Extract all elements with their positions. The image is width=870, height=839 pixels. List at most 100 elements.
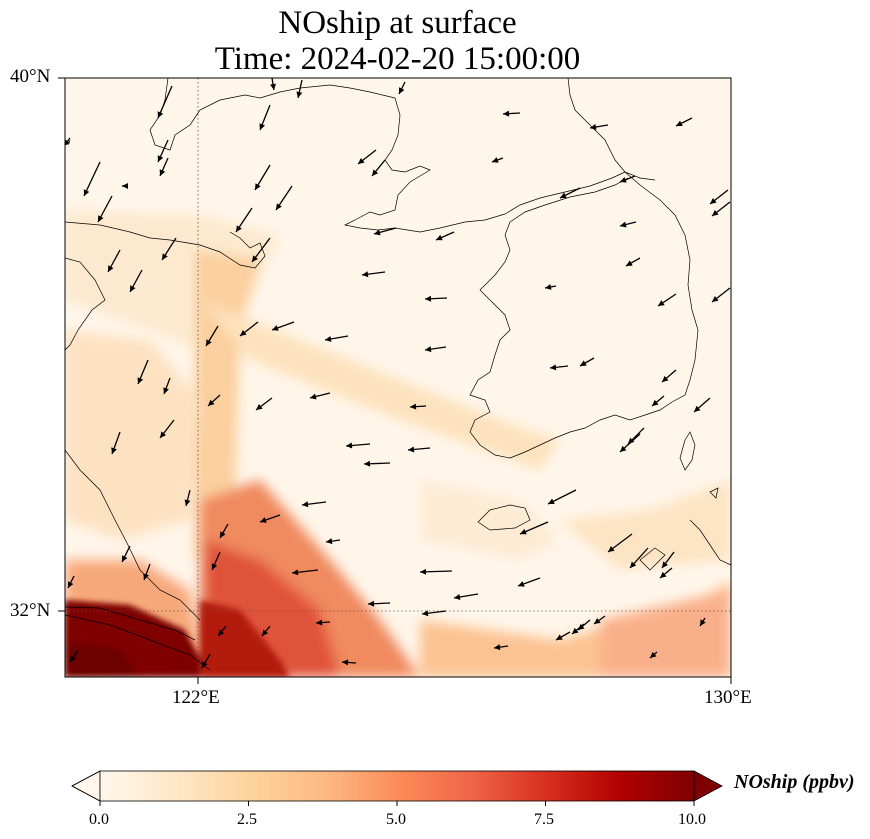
colorbar-tick-label: 7.5 <box>534 811 554 828</box>
wind-arrow-head <box>399 87 405 94</box>
wind-arrow-head <box>650 651 657 658</box>
wind-arrow-head <box>652 399 659 406</box>
wind-arrow-head <box>410 403 417 410</box>
wind-arrow-head <box>492 157 499 163</box>
wind-arrow-head <box>712 209 719 216</box>
wind-arrow-head <box>712 295 719 302</box>
wind-arrow-head <box>560 192 567 198</box>
wind-arrow-head <box>454 594 461 600</box>
wind-arrow-head <box>276 203 282 210</box>
wind-arrow-head <box>550 364 557 371</box>
concentration-field <box>65 78 731 677</box>
wind-arrow-head <box>236 225 242 232</box>
wind-arrow-head <box>620 221 627 228</box>
colorbar-tick-label: 10.0 <box>678 811 706 828</box>
wind-arrow-head <box>662 561 668 568</box>
axis-ticks <box>58 77 732 684</box>
wind-arrow-head <box>676 120 683 126</box>
wind-arrow-head <box>628 437 635 444</box>
wind-arrow-head <box>658 300 665 306</box>
wind-arrow-head <box>98 215 104 222</box>
wind-arrow-head <box>316 619 323 626</box>
wind-arrow-head <box>310 393 317 400</box>
wind-arrow-head <box>159 169 166 176</box>
wind-arrow-head <box>65 139 70 146</box>
coastlines <box>65 78 731 671</box>
wind-arrow-head <box>425 295 432 302</box>
wind-arrow-head <box>240 329 247 336</box>
wind-arrow-head <box>255 183 261 190</box>
wind-arrow-head <box>259 123 266 130</box>
wind-arrow-head <box>660 571 667 578</box>
wind-arrow-head <box>372 169 379 176</box>
wind-arrow-head <box>620 445 627 452</box>
wind-arrow-head <box>548 498 555 504</box>
wind-arrow-head <box>272 325 279 331</box>
wind-arrow-head <box>362 271 369 278</box>
wind-arrow-head <box>364 460 371 467</box>
wind-arrow-head <box>620 176 627 183</box>
wind-arrow-head <box>346 442 353 449</box>
wind-arrow-head <box>358 157 365 164</box>
wind-arrow-head <box>630 561 637 568</box>
wind-arrow-head <box>368 600 375 607</box>
colorbar <box>71 770 723 806</box>
wind-arrow-head <box>420 568 427 575</box>
wind-arrow-head <box>520 528 527 535</box>
colorbar-title: NOship (ppbv) <box>734 771 855 793</box>
wind-arrow-head <box>503 110 510 117</box>
lon-tick-label: 122°E <box>172 687 220 708</box>
wind-arrow-head <box>556 634 563 640</box>
wind-arrow-head <box>302 501 309 508</box>
wind-arrow-shaft <box>83 161 101 197</box>
wind-arrow-head <box>545 283 552 290</box>
wind-arrow-head <box>157 155 164 162</box>
wind-arrow-head <box>425 346 432 353</box>
wind-arrow-head <box>122 183 128 189</box>
wind-arrow-head <box>111 447 117 454</box>
wind-arrow-head <box>160 431 167 438</box>
wind-arrow-head <box>202 661 208 668</box>
wind-arrow-head <box>590 124 597 130</box>
wind-arrow-head <box>422 610 429 617</box>
wind-arrow-head <box>137 377 144 384</box>
wind-arrow-head <box>108 265 114 272</box>
wind-arrow-head <box>130 285 136 292</box>
wind-arrow-head <box>252 255 258 262</box>
wind-arrow-head <box>700 619 706 626</box>
wind-arrow-head <box>594 618 601 624</box>
wind-arrow-head <box>436 234 443 241</box>
wind-arrow-head <box>162 253 168 260</box>
wind-arrow-head <box>218 629 225 636</box>
plot-subtitle: Time: 2024-02-20 15:00:00 <box>214 41 581 77</box>
wind-arrow-head <box>206 339 212 346</box>
wind-arrow-head <box>662 375 669 382</box>
lon-tick-label: 130°E <box>704 687 752 708</box>
wind-vectors <box>65 78 731 669</box>
wind-arrow-head <box>626 260 633 266</box>
wind-arrow-head <box>296 91 303 98</box>
wind-arrow-head <box>608 546 615 552</box>
wind-arrow-head <box>408 446 415 453</box>
lat-tick-label: 32°N <box>10 600 51 621</box>
gridlines <box>65 78 731 677</box>
colorbar-tick-label: 0.0 <box>89 811 109 828</box>
wind-arrow-head <box>211 563 218 570</box>
wind-arrow-head <box>262 629 269 636</box>
colorbar-tick-label: 2.5 <box>237 811 257 828</box>
wind-arrow-head <box>163 387 169 394</box>
wind-arrow-head <box>143 573 149 580</box>
wind-arrow-head <box>580 360 587 366</box>
wind-arrow-head <box>342 659 349 666</box>
wind-arrow-head <box>70 655 76 662</box>
wind-arrow-head <box>83 189 90 196</box>
wind-arrow-head <box>374 229 381 236</box>
wind-arrow-head <box>184 499 191 506</box>
wind-arrow-head <box>208 399 215 406</box>
wind-arrow-head <box>572 627 579 634</box>
colorbar-tick-label: 5.0 <box>386 811 406 828</box>
wind-arrow-head <box>260 517 267 523</box>
wind-arrow-head <box>122 555 128 562</box>
wind-arrow-head <box>157 111 164 118</box>
